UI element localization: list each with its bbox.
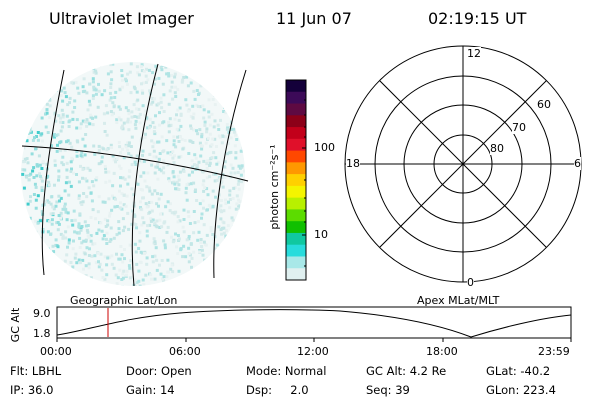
- timeline-ytick-bottom: 1.8: [33, 327, 51, 340]
- meridian-line: [131, 63, 159, 287]
- timeline-xtick: 23:59: [538, 345, 570, 358]
- colorbar-segment: [286, 80, 306, 93]
- colorbar-segment: [286, 232, 306, 246]
- timeline-xtick: 00:00: [40, 345, 72, 358]
- mlt-label-18: 18: [346, 157, 360, 170]
- earth-disk: [21, 62, 245, 286]
- colorbar-segment: [286, 244, 306, 257]
- mlt-label-6: 6: [574, 157, 581, 170]
- colorbar: [286, 80, 306, 281]
- mlt-label-12: 12: [467, 47, 481, 60]
- colorbar-segment: [286, 127, 306, 140]
- colorbar-segment: [286, 115, 306, 128]
- colorbar-tick-label: 100: [314, 141, 335, 154]
- colorbar-segment: [286, 162, 306, 175]
- altitude-curve: [56, 309, 572, 338]
- info-seq: Seq: 39: [366, 383, 410, 397]
- parallel-line: [21, 145, 249, 182]
- instrument-title: Ultraviolet Imager: [49, 9, 194, 28]
- colorbar-segment: [286, 138, 306, 152]
- mlat-label-70: 70: [512, 121, 526, 134]
- timeline-xtick: 06:00: [169, 345, 201, 358]
- info-filter: Flt: LBHL: [10, 364, 62, 378]
- info-dsp: Dsp: 2.0: [246, 383, 309, 397]
- info-gc-alt: GC Alt: 4.2 Re: [366, 364, 447, 378]
- meridian-line: [213, 69, 247, 279]
- timeline-ticks: [56, 338, 572, 342]
- colorbar-minor-ticks: [304, 99, 306, 267]
- timeline-xtick: 12:00: [297, 345, 329, 358]
- timeline-ytick-top: 9.0: [33, 307, 51, 320]
- info-mode: Mode: Normal: [246, 364, 327, 378]
- info-gain: Gain: 14: [126, 383, 175, 397]
- info-glon: GLon: 223.4: [486, 383, 556, 397]
- colorbar-segment: [286, 185, 306, 199]
- colorbar-segment: [286, 221, 306, 234]
- info-door: Door: Open: [126, 364, 192, 378]
- mlt-label-0: 0: [467, 276, 474, 289]
- colorbar-segment: [286, 91, 306, 105]
- mlat-label-80: 80: [490, 142, 504, 155]
- timeline-left-label: Geographic Lat/Lon: [70, 294, 178, 307]
- colorbar-segment: [286, 268, 306, 281]
- colorbar-segment: [286, 209, 306, 222]
- colorbar-segment: [286, 174, 306, 187]
- meridian-line: [41, 69, 65, 276]
- colorbar-segment: [286, 256, 306, 269]
- timeline-xtick: 18:00: [426, 345, 458, 358]
- info-glat: GLat: -40.2: [486, 364, 551, 378]
- time-label: 02:19:15 UT: [428, 9, 527, 28]
- polar-diagonal: [379, 80, 547, 248]
- colorbar-segment: [286, 150, 306, 163]
- colorbar-segment: [286, 197, 306, 210]
- colorbar-tick-label: 10: [314, 228, 328, 241]
- mlat-label-60: 60: [537, 98, 551, 111]
- info-ip: IP: 36.0: [10, 383, 54, 397]
- date-label: 11 Jun 07: [276, 9, 352, 28]
- timeline-frame: [56, 306, 572, 339]
- colorbar-segment: [286, 103, 306, 116]
- geographic-grid: [21, 63, 249, 287]
- timeline-right-label: Apex MLat/MLT: [417, 294, 500, 307]
